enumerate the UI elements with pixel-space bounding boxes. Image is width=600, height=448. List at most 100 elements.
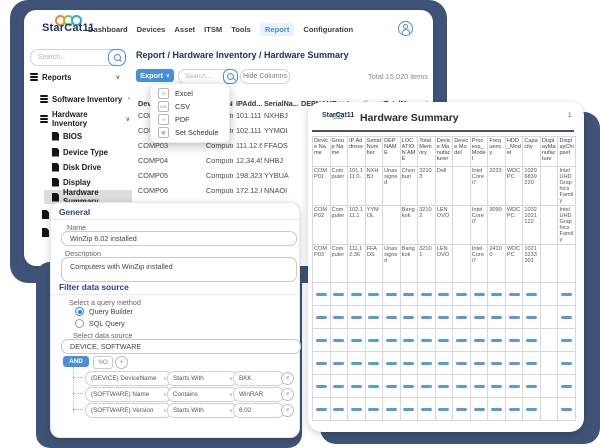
placeholder-dash (403, 361, 415, 365)
export-menu-item-pdf[interactable]: A PDF (151, 113, 229, 126)
layers-icon (30, 73, 38, 75)
divider (51, 219, 299, 220)
radio-label: SQL Query (89, 318, 125, 328)
report-placeholder-cell (364, 351, 384, 375)
sidebar-item-reports[interactable]: Reports ∨ (28, 70, 126, 84)
sidebar-item-clipped-icon[interactable] (42, 210, 49, 219)
logic-no-chip[interactable]: NO (93, 356, 113, 369)
sidebar-item-label: Hardware Summary (63, 188, 99, 206)
report-placeholder-cell (364, 397, 384, 421)
placeholder-dash (333, 338, 345, 342)
placeholder-dash (508, 407, 520, 411)
table-search[interactable] (178, 69, 238, 84)
report-placeholder-cell (364, 282, 384, 306)
nav-item-asset[interactable]: Asset (174, 24, 196, 34)
logo-rings-icon (322, 106, 354, 119)
report-cell: LENOVO (434, 205, 454, 245)
report-column-header: IP Address (347, 136, 366, 167)
report-cell: WDC PC (504, 166, 524, 206)
placeholder-dash (420, 361, 432, 365)
report-placeholder-cell (469, 374, 489, 398)
remove-condition-button[interactable]: × (281, 404, 294, 417)
report-placeholder-cell (487, 397, 506, 421)
report-placeholder-cell (522, 397, 541, 421)
condition-field-select[interactable]: (SOFTWARE) Version ∨ (85, 403, 172, 418)
description-field[interactable]: Computers with WinZip installed (61, 257, 297, 282)
sidebar-item-device-type[interactable]: Device Type (44, 145, 132, 159)
name-field[interactable]: WinZip 6.02 installed (61, 231, 297, 246)
excel-file-icon: X (158, 88, 169, 99)
sidebar-search-button[interactable] (108, 49, 126, 66)
report-placeholder-row (312, 282, 576, 306)
report-placeholder-cell (364, 328, 384, 352)
export-menu-item-csv[interactable]: csv CSV (151, 100, 229, 113)
placeholder-dash (473, 407, 485, 411)
column-header-serialna[interactable]: SerialNa...▽ (264, 99, 298, 108)
report-placeholder-cell (452, 374, 471, 398)
table-search-input[interactable] (179, 73, 223, 80)
column-header-ipadd[interactable]: IPAdd...▽ (236, 99, 262, 108)
placeholder-dash (368, 407, 380, 411)
placeholder-dash (491, 315, 503, 319)
export-menu-item-excel[interactable]: X Excel (151, 87, 229, 100)
sidebar-search-input[interactable] (31, 54, 108, 61)
condition-value-input[interactable]: 6.02 (233, 403, 284, 418)
placeholder-dash (561, 315, 573, 319)
placeholder-dash (333, 384, 345, 388)
data-source-select[interactable]: DEVICE, SOFTWARE (61, 339, 301, 354)
sidebar-search[interactable] (30, 49, 126, 66)
condition-operator-select[interactable]: Contains ∨ (167, 387, 238, 402)
table-search-button[interactable] (223, 69, 238, 84)
condition-operator-select[interactable]: Starts With ∨ (167, 403, 238, 418)
nav-item-dashboard[interactable]: Dashboard (88, 24, 128, 34)
sidebar-item-software-inventory[interactable]: Software Inventory › (28, 92, 136, 106)
add-condition-button[interactable]: + (115, 356, 128, 369)
sidebar-item-hardware-summary[interactable]: Hardware Summary (44, 188, 132, 206)
placeholder-dash (385, 315, 397, 319)
sidebar-item-bios[interactable]: BIOS (44, 129, 132, 143)
sidebar-item-disk-drive[interactable]: Disk Drive (44, 160, 132, 174)
report-cell: Computer (329, 244, 349, 283)
breadcrumb: Report / Hardware Inventory / Hardware S… (136, 50, 349, 60)
nav-item-configuration[interactable]: Configuration (303, 24, 354, 34)
condition-value-input[interactable]: BKK (233, 371, 284, 386)
condition-field-select[interactable]: (DEVICE) DeviceName ∨ (85, 371, 172, 386)
report-column-header: TotalMemory (417, 136, 436, 167)
device-cell: 198.323.11 (236, 171, 262, 180)
nav-item-tools[interactable]: Tools (231, 24, 251, 34)
condition-field-select[interactable]: (SOFTWARE) Name ∨ (85, 387, 172, 402)
placeholder-dash (385, 384, 397, 388)
condition-operator-select[interactable]: Starts With ∨ (167, 371, 238, 386)
remove-condition-button[interactable]: × (281, 388, 294, 401)
nav-item-report[interactable]: Report (259, 22, 295, 36)
report-cell (539, 244, 559, 283)
export-button[interactable]: Export ∨ (136, 69, 174, 82)
search-icon (113, 54, 121, 61)
chevron-down-icon: ∨ (163, 407, 167, 414)
user-avatar-icon[interactable] (398, 21, 413, 36)
sidebar-item-hardware-inventory[interactable]: Hardware Inventory ∨ (28, 110, 136, 128)
query-method-query-builder[interactable]: Query Builder (75, 307, 133, 316)
report-logo: StarCat11 (322, 106, 354, 119)
report-placeholder-cell (504, 282, 524, 306)
nav-item-itsm[interactable]: ITSM (204, 24, 223, 34)
query-method-sql-query[interactable]: SQL Query (75, 318, 125, 328)
sidebar-item-display[interactable]: Display (44, 175, 132, 189)
placeholder-dash (350, 407, 362, 411)
logic-and-chip[interactable]: AND (63, 356, 89, 367)
placeholder-dash (333, 315, 345, 319)
export-menu-item-set-schedule[interactable]: ▦ Set Schedule (151, 126, 229, 139)
hide-columns-button[interactable]: Hide Columns (240, 69, 290, 84)
radio-unselected-icon[interactable] (75, 318, 84, 328)
radio-selected-icon[interactable] (75, 307, 84, 316)
device-cell: Computer (206, 156, 233, 165)
condition-value-input[interactable]: WinRAR (233, 387, 284, 402)
report-placeholder-cell (382, 328, 401, 352)
report-cell (452, 244, 471, 283)
report-placeholder-cell (487, 328, 506, 352)
remove-condition-button[interactable]: × (281, 372, 294, 385)
nav-item-devices[interactable]: Devices (136, 24, 166, 34)
sidebar-item-clipped-icon[interactable] (42, 228, 49, 237)
report-column-header: Frequency (487, 136, 506, 167)
placeholder-dash (315, 384, 327, 388)
